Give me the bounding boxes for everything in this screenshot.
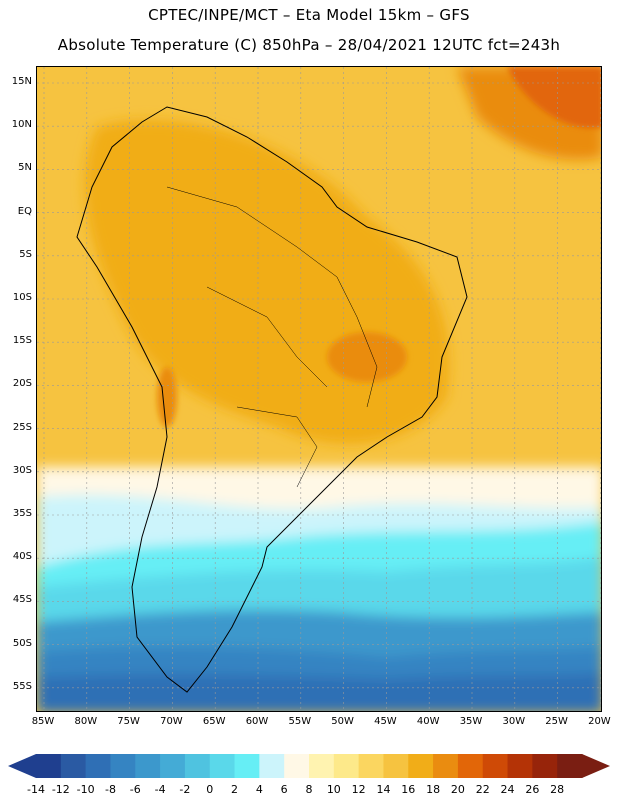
colorbar-swatch (184, 754, 211, 778)
colorbar-tick-label: 10 (326, 783, 341, 796)
colorbar-swatch (358, 754, 384, 778)
lon-tick-label: 70W (160, 716, 183, 727)
colorbar-tick-label: -2 (179, 783, 191, 796)
lat-tick-label: EQ (17, 205, 32, 217)
colorbar-swatch (383, 754, 409, 778)
colorbar-tick-label: 2 (231, 783, 239, 796)
colorbar-tick-label: 8 (305, 783, 313, 796)
colorbar-swatch (36, 754, 62, 778)
colorbar-tick-label: 12 (351, 783, 366, 796)
colorbar-tick-label: 0 (206, 783, 214, 796)
lon-tick-label: 60W (245, 716, 269, 727)
colorbar-tick-label: 18 (426, 783, 441, 796)
colorbar-swatch (234, 754, 260, 778)
colorbar-under-arrow (8, 754, 36, 778)
lat-tick-label: 30S (12, 464, 32, 476)
colorbar-tick-label: 14 (376, 783, 391, 796)
temp-spot-brazil (327, 332, 407, 382)
lat-tick-label: 25S (12, 421, 32, 433)
colorbar-tick-label: 26 (525, 783, 540, 796)
lat-tick-label: 10S (12, 292, 32, 303)
colorbar-tick-label: 20 (450, 783, 465, 796)
lon-tick-label: 30W (502, 716, 526, 727)
colorbar-swatches (36, 754, 583, 778)
colorbar-swatch (507, 754, 533, 778)
lat-tick-label: 40S (12, 551, 32, 563)
coordinate-grid (37, 67, 601, 711)
lon-tick-label: 20W (588, 716, 611, 727)
lat-tick-label: 50S (12, 637, 32, 649)
map-panel (36, 66, 602, 712)
colorbar-swatch (532, 754, 558, 778)
lon-tick-label: 65W (202, 716, 226, 727)
temperature-map (37, 67, 601, 711)
colorbar-tick-label: 4 (255, 783, 263, 796)
colorbar-tick-label: 16 (401, 783, 416, 796)
colorbar-tick-label: -10 (76, 783, 95, 796)
lat-tick-label: 15S (12, 335, 32, 347)
colorbar-over-arrow (582, 754, 610, 778)
colorbar-tick-label: -6 (129, 783, 141, 796)
temp-band-neg10 (37, 673, 601, 711)
south-america-coastline (76, 106, 468, 693)
colorbar-swatch (259, 754, 285, 778)
colorbar-swatch (557, 754, 583, 778)
lon-tick-label: 40W (416, 716, 440, 727)
lat-tick-label: 55S (12, 680, 32, 692)
lon-tick-label: 35W (459, 716, 483, 727)
lon-tick-label: 75W (117, 716, 140, 727)
colorbar-swatch (135, 754, 161, 778)
lat-tick-label: 35S (12, 508, 32, 519)
colorbar-swatch (110, 754, 136, 778)
colorbar-swatch (160, 754, 186, 778)
lat-tick-label: 15N (11, 76, 32, 87)
colorbar-swatch (309, 754, 335, 778)
lon-tick-label: 25W (545, 716, 568, 727)
lat-tick-label: 5S (19, 248, 32, 260)
colorbar-tick-label: -14 (27, 783, 45, 796)
colorbar-tick-label: 24 (500, 783, 515, 796)
colorbar-swatch (284, 754, 310, 778)
lat-tick-label: 45S (12, 594, 32, 606)
colorbar-tick-label: 28 (550, 783, 565, 796)
colorbar-swatch (457, 754, 484, 778)
lat-tick-label: 10N (11, 119, 32, 131)
colorbar-swatch (433, 754, 459, 778)
map-title-line1: CPTEC/INPE/MCT – Eta Model 15km – GFS (148, 6, 470, 24)
colorbar-tick-label: -4 (154, 783, 166, 796)
colorbar-tick-label: -8 (104, 783, 116, 796)
colorbar-tick-label: -12 (51, 783, 70, 796)
colorbar-swatch (482, 754, 509, 778)
lon-tick-label: 55W (288, 716, 312, 727)
lon-tick-label: 85W (31, 716, 55, 727)
lon-tick-label: 50W (331, 716, 354, 727)
colorbar-tick-label: 22 (475, 783, 490, 796)
colorbar-swatch (60, 754, 87, 778)
lat-tick-label: 5N (18, 162, 32, 174)
colorbar-swatch (408, 754, 434, 778)
colorbar-swatch (333, 754, 360, 778)
country-borders (166, 186, 378, 488)
map-title-line2: Absolute Temperature (C) 850hPa – 28/04/… (57, 36, 561, 54)
lon-tick-label: 45W (374, 716, 397, 727)
lon-tick-label: 80W (74, 716, 98, 727)
temp-spot-andes (157, 367, 177, 427)
colorbar-swatch (85, 754, 111, 778)
temperature-colorbar (8, 754, 610, 778)
lat-tick-label: 20S (12, 378, 32, 390)
colorbar-tick-label: 6 (280, 783, 288, 796)
temp-region-22-ne (507, 67, 601, 128)
colorbar-swatch (209, 754, 236, 778)
